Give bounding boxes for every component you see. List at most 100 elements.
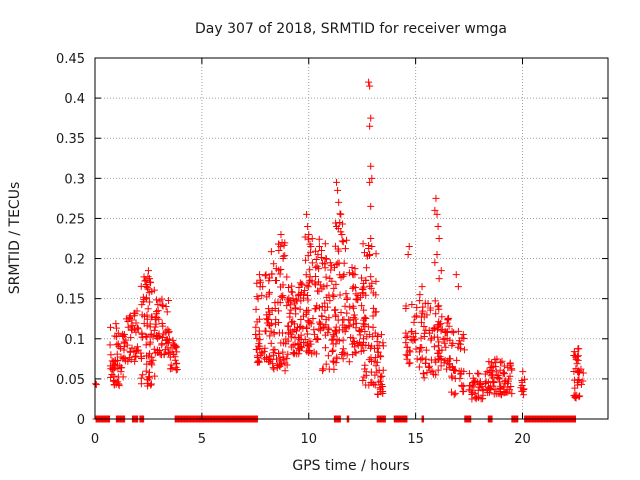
data-point xyxy=(113,350,121,358)
data-point xyxy=(413,312,421,320)
data-point xyxy=(506,360,514,368)
data-point xyxy=(303,308,311,316)
data-point xyxy=(365,356,373,364)
data-point xyxy=(437,267,445,275)
data-point xyxy=(504,375,512,383)
y-tick-label: 0.35 xyxy=(56,132,85,147)
data-point xyxy=(352,319,360,327)
data-point xyxy=(488,367,496,375)
data-point xyxy=(451,389,459,397)
x-tick-label: 5 xyxy=(198,432,206,447)
data-point xyxy=(430,324,438,332)
data-point xyxy=(330,365,338,373)
data-point xyxy=(310,348,318,356)
data-point xyxy=(303,330,311,338)
data-point xyxy=(432,310,440,318)
data-point xyxy=(278,294,286,302)
data-point xyxy=(350,314,358,322)
data-point xyxy=(455,340,463,348)
data-point xyxy=(292,304,300,312)
data-point xyxy=(114,329,122,337)
data-point xyxy=(420,374,428,382)
data-point xyxy=(265,290,273,298)
data-point xyxy=(335,247,343,255)
data-point xyxy=(147,279,155,287)
data-point xyxy=(146,338,154,346)
data-point xyxy=(296,279,304,287)
data-point xyxy=(518,387,526,395)
data-point xyxy=(315,235,323,243)
data-point xyxy=(254,295,262,303)
data-point xyxy=(133,343,141,351)
data-point xyxy=(519,368,527,376)
data-point xyxy=(402,339,410,347)
data-point xyxy=(370,357,378,365)
data-point xyxy=(172,366,180,374)
data-point xyxy=(156,350,164,358)
data-point xyxy=(334,259,342,267)
data-point xyxy=(110,372,118,380)
data-point xyxy=(337,274,345,282)
data-point xyxy=(360,306,368,314)
data-point xyxy=(368,174,376,182)
data-point xyxy=(458,382,466,390)
data-point xyxy=(113,333,121,341)
data-point xyxy=(253,335,261,343)
data-point xyxy=(445,322,453,330)
data-point xyxy=(303,282,311,290)
data-point xyxy=(153,296,161,304)
data-point xyxy=(438,313,446,321)
data-point xyxy=(288,288,296,296)
data-point xyxy=(371,371,379,379)
data-point xyxy=(139,293,147,301)
data-point xyxy=(120,354,128,362)
data-point xyxy=(435,235,443,242)
data-point xyxy=(357,293,365,301)
data-point xyxy=(501,377,509,385)
data-point xyxy=(256,283,264,291)
data-point xyxy=(159,322,167,330)
data-point xyxy=(252,346,260,354)
data-point xyxy=(115,380,123,388)
data-point xyxy=(504,364,512,372)
data-point xyxy=(256,342,264,350)
data-point xyxy=(144,382,152,390)
data-point xyxy=(252,323,260,331)
data-point xyxy=(272,276,280,284)
data-point xyxy=(378,372,386,380)
data-point xyxy=(304,222,312,230)
data-point xyxy=(164,326,172,334)
data-point xyxy=(271,346,279,354)
data-point xyxy=(277,283,285,291)
x-tick-label: 10 xyxy=(300,432,317,447)
data-point xyxy=(339,336,347,344)
data-point xyxy=(278,239,286,247)
data-point xyxy=(325,326,333,334)
data-point xyxy=(435,275,443,283)
data-point xyxy=(147,380,155,388)
data-point xyxy=(459,331,467,339)
data-point xyxy=(253,279,261,287)
data-point xyxy=(322,255,330,263)
data-point xyxy=(419,303,427,311)
data-point xyxy=(152,320,160,328)
data-point xyxy=(165,327,173,335)
axis-ticks: 0 5 10 15 20 0 0.05 0.1 0.15 0.2 0.25 0.3 0.35 0.4 0.4… xyxy=(56,52,608,447)
data-point xyxy=(345,323,353,331)
data-point xyxy=(296,291,304,299)
data-point xyxy=(517,384,525,392)
data-point xyxy=(375,378,383,386)
data-point xyxy=(358,285,366,293)
data-point xyxy=(507,383,515,391)
x-tick-label: 20 xyxy=(514,432,531,447)
data-point xyxy=(404,251,412,259)
data-point xyxy=(328,277,336,285)
data-point xyxy=(416,297,424,305)
data-point xyxy=(379,389,387,397)
data-point xyxy=(308,259,316,267)
data-point xyxy=(107,351,115,359)
data-point xyxy=(358,274,366,282)
data-point xyxy=(369,323,377,331)
data-point xyxy=(452,271,460,279)
